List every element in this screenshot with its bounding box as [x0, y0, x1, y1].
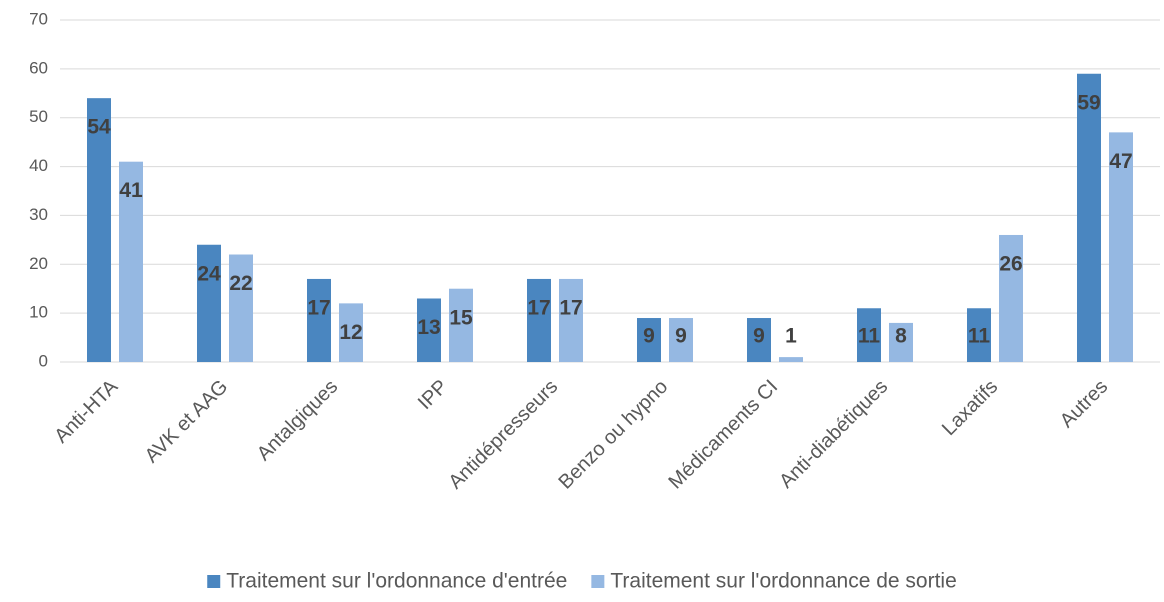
x-tick-label: Antidépresseurs	[445, 376, 563, 494]
bar	[417, 298, 441, 362]
bar	[889, 322, 913, 362]
data-label: 11	[968, 325, 991, 348]
x-tick-label: Autres	[1056, 376, 1112, 432]
x-tick-label: Anti-diabétiques	[775, 376, 892, 493]
y-tick-label: 50	[29, 107, 48, 126]
data-label: 47	[1109, 150, 1132, 173]
data-label: 9	[675, 325, 687, 348]
data-label: 1	[785, 325, 797, 348]
data-label: 9	[643, 325, 655, 348]
data-label: 13	[417, 316, 440, 339]
x-tick-label: Anti-HTA	[50, 375, 122, 447]
legend-label: Traitement sur l'ordonnance de sortie	[610, 570, 956, 593]
y-tick-label: 10	[29, 303, 48, 322]
x-tick-label: Benzo ou hypno	[554, 376, 672, 494]
bar	[229, 254, 253, 362]
data-label: 54	[87, 116, 111, 139]
data-label: 17	[527, 296, 550, 319]
x-tick-label: IPP	[414, 376, 452, 414]
bar	[559, 278, 583, 362]
bar	[999, 234, 1023, 362]
data-label: 24	[197, 262, 221, 285]
legend-swatch	[207, 575, 221, 588]
bar	[669, 318, 693, 362]
bar	[779, 357, 803, 362]
bar	[857, 308, 881, 362]
data-label: 8	[895, 325, 907, 348]
bar	[1109, 132, 1133, 362]
bar	[967, 308, 991, 362]
bar	[339, 303, 363, 362]
bar	[197, 244, 221, 362]
bar	[449, 288, 473, 362]
data-label: 12	[339, 321, 362, 344]
legend-label: Traitement sur l'ordonnance d'entrée	[226, 570, 567, 593]
data-label: 9	[753, 325, 765, 348]
y-tick-label: 30	[29, 205, 48, 224]
bar	[119, 161, 143, 362]
data-label: 59	[1077, 91, 1100, 114]
data-label: 17	[307, 296, 330, 319]
bar	[87, 98, 111, 363]
bar	[1077, 73, 1101, 362]
y-tick-label: 60	[29, 58, 48, 77]
data-label: 17	[559, 296, 582, 319]
data-label: 22	[229, 272, 252, 295]
bar	[747, 318, 771, 362]
data-label: 41	[119, 179, 143, 202]
y-tick-label: 0	[39, 351, 48, 370]
data-label: 15	[449, 306, 473, 329]
x-tick-label: AVK et AAG	[141, 376, 233, 468]
bar	[307, 278, 331, 362]
bar	[527, 278, 551, 362]
legend: Traitement sur l'ordonnance d'entrée Trai…	[207, 570, 957, 593]
x-tick-label: Antalgiques	[253, 376, 342, 465]
data-label: 26	[999, 253, 1022, 276]
y-tick-label: 70	[29, 9, 48, 28]
y-tick-label: 20	[29, 254, 48, 273]
legend-swatch	[591, 575, 605, 588]
x-tick-label: Laxatifs	[938, 376, 1002, 440]
data-label: 11	[858, 325, 881, 348]
bar	[637, 318, 661, 362]
x-tick-label: Médicaments CI	[665, 376, 783, 494]
y-tick-label: 40	[29, 156, 48, 175]
